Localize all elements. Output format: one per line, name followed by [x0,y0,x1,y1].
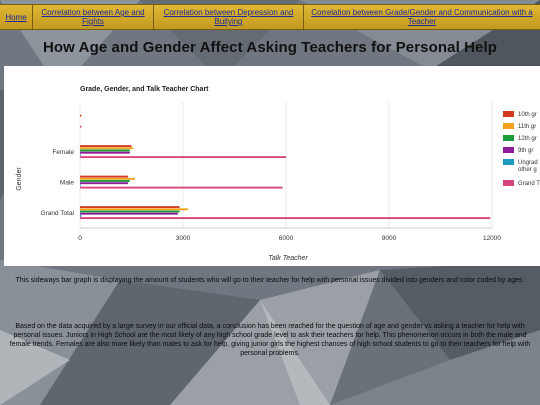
x-tick-label: 6000 [279,235,294,242]
legend-label-cont: other g [518,167,537,173]
bar-grand-t [80,156,286,159]
bar-11th-gr [80,208,189,211]
x-axis-label: Talk Teacher [268,255,308,262]
bar-chart: Grade, Gender, and Talk Teacher Chart Ge… [16,86,540,262]
y-axis-label: Gender [16,167,23,191]
x-tick-label: 9000 [382,235,397,242]
legend-swatch [503,111,514,117]
x-tick-label: 0 [78,235,82,242]
nav-home-link[interactable]: Home [0,5,33,29]
bar-10th-gr [80,145,132,148]
legend-swatch [503,135,514,141]
chart-description: This sideways bar graph is displaying th… [15,277,525,284]
bar-ungrad-other-g [80,184,81,187]
bar-10th-gr [80,206,180,209]
bar-ungrad-other-g [80,153,81,156]
bar-11th-gr [80,147,134,150]
legend-swatch [503,123,514,129]
legend-label: 9th gr [518,148,533,154]
bar-9th-gr [80,212,178,215]
x-tick-label: 12000 [483,235,501,242]
bar-grand-t [80,125,82,128]
y-tick-label: Female [52,149,74,156]
legend-label: Ungrad [518,160,538,166]
legend-label: Grand T [518,181,540,187]
bar-12th-gr [80,180,130,182]
conclusion-paragraph: Based on the data acquired by a large su… [9,323,531,357]
chart-panel: Grade, Gender, and Talk Teacher Chart Ge… [4,66,540,266]
y-tick-label: Grand Total [41,210,75,217]
bar-12th-gr [80,149,130,152]
bar-11th-gr [80,177,135,180]
legend-swatch [503,180,514,186]
legend-label: 10th gr [518,112,537,118]
bar-9th-gr [80,151,130,154]
nav-age-fights-link[interactable]: Correlation between Age and Fights [33,5,154,29]
chart-title: Grade, Gender, and Talk Teacher Chart [80,86,209,93]
legend-label: 12th gr [518,136,537,142]
bar-9th-gr [80,182,129,185]
bar-10th-gr [80,175,129,178]
legend-swatch [503,147,514,153]
bar-10th-gr [80,114,82,117]
page-title: How Age and Gender Affect Asking Teacher… [42,39,498,56]
y-tick-label: Male [60,179,74,186]
x-tick-label: 3000 [176,235,191,242]
bar-grand-t [80,217,491,220]
bar-grand-t [80,186,283,189]
legend-label: 11th gr [518,124,536,130]
nav-depression-bullying-link[interactable]: Correlation between Depression and Bully… [154,5,304,29]
legend-swatch [503,159,514,165]
nav-grade-gender-link[interactable]: Correlation between Grade/Gender and Com… [304,5,540,29]
bar-12th-gr [80,210,180,213]
bar-ungrad-other-g [80,214,82,217]
top-nav: Home Correlation between Age and Fights … [0,4,540,30]
